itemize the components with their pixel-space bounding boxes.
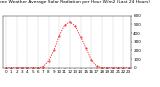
Text: Milwaukee Weather Average Solar Radiation per Hour W/m2 (Last 24 Hours): Milwaukee Weather Average Solar Radiatio…: [0, 0, 150, 4]
